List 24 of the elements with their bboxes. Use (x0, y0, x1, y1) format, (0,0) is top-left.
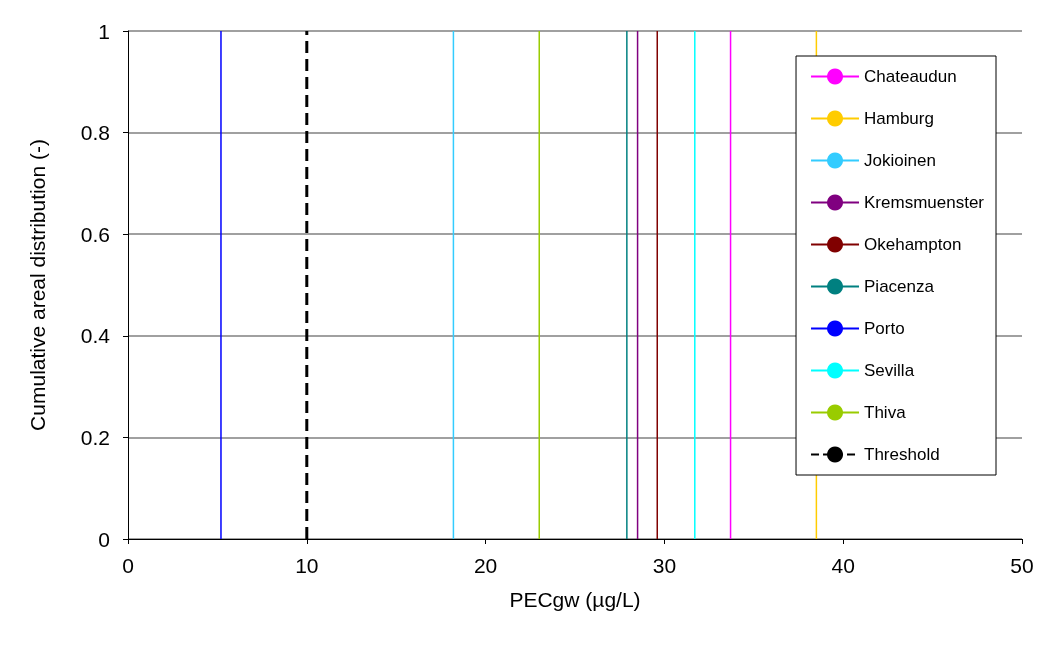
y-tick-label: 0.2 (80, 425, 110, 449)
x-axis-title: PECgw (µg/L) (509, 588, 641, 611)
x-tick-label: 50 (1010, 554, 1034, 577)
y-tick-label: 1 (98, 19, 110, 43)
x-tick-label: 30 (652, 554, 677, 577)
legend-label: Hamburg (864, 109, 934, 128)
x-tick-label: 40 (831, 554, 855, 577)
legend-label: Porto (864, 319, 905, 338)
legend-label: Sevilla (864, 361, 915, 380)
legend-label: Okehampton (864, 235, 962, 254)
x-tick-label: 10 (295, 554, 319, 577)
legend-label: Jokioinen (864, 151, 936, 170)
y-tick-label: 0.8 (80, 121, 110, 145)
legend-label: Threshold (864, 445, 940, 464)
y-axis-title: Cumulative areal distribution (-) (26, 139, 49, 431)
y-tick-label: 0.6 (80, 222, 110, 246)
legend-label: Kremsmuenster (864, 193, 985, 212)
legend-label: Chateaudun (864, 67, 957, 86)
y-tick-label: 0.4 (80, 324, 111, 348)
x-tick-label: 0 (122, 554, 134, 577)
y-tick-label: 0 (98, 527, 110, 551)
x-tick-label: 20 (473, 554, 498, 577)
legend-label: Piacenza (864, 277, 935, 296)
legend-label: Thiva (864, 403, 907, 422)
